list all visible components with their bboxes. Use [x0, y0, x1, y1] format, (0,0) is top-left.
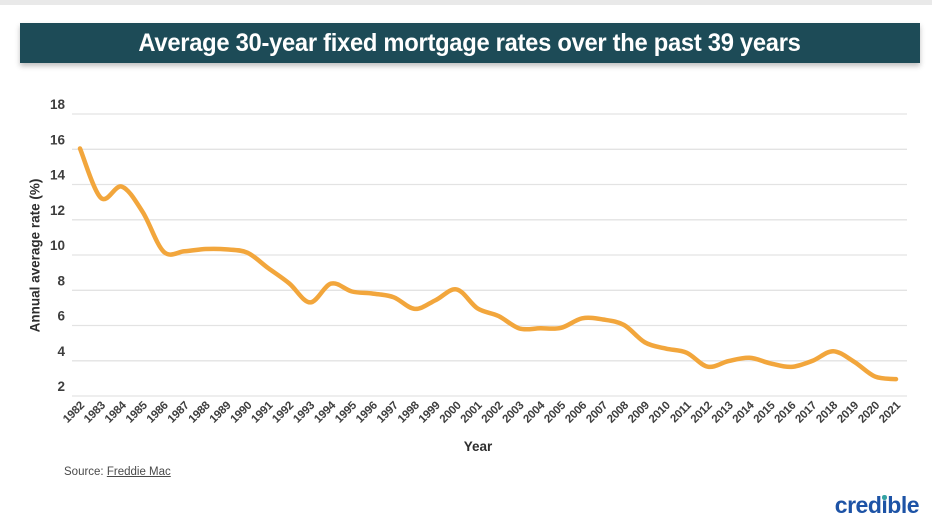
x-tick-label-1991: 1991 — [249, 399, 276, 426]
y-tick-label-10: 10 — [50, 238, 65, 253]
x-tick-label-2000: 2000 — [438, 400, 464, 426]
x-tick-label-1986: 1986 — [145, 400, 171, 426]
x-tick-label-1992: 1992 — [270, 400, 296, 426]
credible-logo: credı ble — [834, 492, 920, 518]
logo-text-post: ble — [887, 492, 919, 518]
x-tick-label-2014: 2014 — [731, 399, 758, 426]
x-tick-label-2012: 2012 — [689, 400, 715, 426]
x-tick-label-2004: 2004 — [521, 399, 548, 426]
x-tick-label-1993: 1993 — [291, 400, 317, 426]
y-tick-label-2: 2 — [57, 379, 65, 394]
x-tick-label-2002: 2002 — [480, 400, 506, 426]
y-tick-label-14: 14 — [50, 168, 66, 183]
x-tick-label-2007: 2007 — [584, 400, 610, 426]
x-axis-title: Year — [463, 439, 493, 454]
y-tick-label-12: 12 — [50, 203, 65, 218]
x-tick-label-2006: 2006 — [563, 400, 589, 426]
x-tick-label-2018: 2018 — [814, 399, 841, 426]
x-tick-label-1989: 1989 — [208, 400, 234, 426]
x-tick-label-1983: 1983 — [82, 400, 108, 426]
x-tick-label-2011: 2011 — [668, 399, 694, 425]
x-tick-label-2016: 2016 — [773, 400, 799, 426]
logo-i-dot — [882, 495, 887, 500]
source-label: Source: — [64, 466, 104, 478]
y-tick-label-4: 4 — [57, 344, 65, 359]
x-tick-label-1987: 1987 — [166, 400, 192, 426]
x-tick-label-1995: 1995 — [333, 399, 360, 426]
rate-line — [77, 146, 899, 382]
x-tick-label-2015: 2015 — [752, 399, 779, 426]
source-link-freddie-mac[interactable]: Freddie Mac — [106, 466, 171, 478]
x-tick-label-1982: 1982 — [61, 400, 87, 426]
x-tick-label-2017: 2017 — [793, 400, 819, 426]
x-tick-label-1994: 1994 — [312, 399, 339, 426]
chart-title-bar: Average 30-year fixed mortgage rates ove… — [20, 23, 920, 63]
x-tick-label-2013: 2013 — [710, 400, 736, 426]
y-tick-label-18: 18 — [50, 97, 66, 112]
x-tick-label-2001: 2001 — [459, 399, 486, 426]
x-tick-label-1988: 1988 — [187, 399, 214, 426]
y-axis-title: Annual average rate (%) — [27, 178, 43, 333]
logo-letter-i: ı — [881, 492, 888, 518]
logo-text-pre: cred — [834, 492, 882, 518]
x-tick-label-1997: 1997 — [375, 400, 401, 426]
page-top-strip — [0, 0, 932, 5]
logo-dotless-i: ı — [881, 492, 888, 518]
x-tick-label-1984: 1984 — [103, 399, 130, 426]
x-tick-label-1985: 1985 — [124, 399, 151, 426]
x-tick-label-1999: 1999 — [417, 400, 443, 426]
chart-title: Average 30-year fixed mortgage rates ove… — [138, 28, 802, 57]
x-tick-label-1998: 1998 — [396, 399, 423, 426]
x-tick-label-2008: 2008 — [605, 399, 632, 426]
x-tick-label-2019: 2019 — [835, 400, 861, 426]
x-tick-label-2003: 2003 — [501, 400, 527, 426]
y-tick-label-6: 6 — [57, 309, 65, 324]
y-tick-label-8: 8 — [57, 273, 65, 288]
x-tick-label-2021: 2021 — [877, 399, 904, 426]
x-tick-label-2010: 2010 — [647, 400, 673, 426]
x-tick-label-2005: 2005 — [542, 399, 569, 426]
source-note: Source: Freddie Mac — [64, 466, 171, 478]
x-tick-label-1990: 1990 — [229, 400, 255, 426]
x-tick-label-2020: 2020 — [856, 400, 882, 426]
y-tick-label-16: 16 — [50, 132, 66, 147]
x-tick-label-2009: 2009 — [626, 400, 652, 426]
x-tick-label-1996: 1996 — [354, 400, 380, 426]
